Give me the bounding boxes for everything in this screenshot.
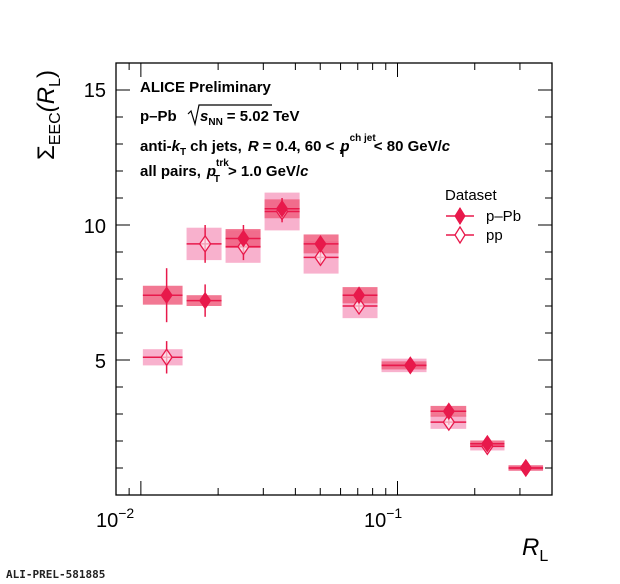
figure-id: ALI-PREL-581885 bbox=[6, 568, 106, 581]
marker-ppb bbox=[442, 402, 455, 421]
plot-frame bbox=[115, 62, 553, 496]
data-markers bbox=[160, 199, 533, 478]
y-tick-label-5: 5 bbox=[95, 351, 106, 373]
marker-ppb bbox=[352, 286, 366, 305]
x-tick-label-1e-1: 10−1 bbox=[364, 505, 402, 532]
legend-title: Dataset bbox=[445, 187, 498, 204]
marker-pp bbox=[442, 412, 456, 432]
y-tick-label-15: 15 bbox=[84, 80, 106, 102]
annotation-track-cut: all pairs, ptrk T > 1.0 GeV/c bbox=[140, 158, 309, 185]
marker-pp bbox=[314, 248, 327, 267]
x-axis-label: RL bbox=[522, 534, 548, 565]
annotation-alice-preliminary: ALICE Preliminary bbox=[140, 79, 272, 96]
legend-marker-ppb bbox=[454, 207, 466, 225]
legend-label-ppb: p–Pb bbox=[486, 208, 521, 225]
legend: Dataset p–Pb pp bbox=[445, 187, 521, 245]
marker-ppb bbox=[275, 199, 289, 218]
legend-label-pp: pp bbox=[486, 227, 503, 244]
svg-text:p–Pb: p–Pb bbox=[140, 108, 177, 125]
axis-ticks bbox=[116, 63, 552, 495]
marker-ppb bbox=[199, 291, 212, 310]
y-axis-label: ΣEEC(RL) bbox=[33, 70, 64, 160]
marker-ppb bbox=[481, 434, 494, 453]
x-tick-label-1e-2: 10−2 bbox=[96, 505, 134, 532]
legend-marker-pp bbox=[454, 225, 466, 245]
svg-text:sNN= 5.02 TeV: sNN = 5.02 TeV bbox=[200, 108, 299, 128]
marker-ppb bbox=[237, 229, 250, 248]
marker-ppb bbox=[519, 459, 532, 477]
marker-pp bbox=[352, 296, 366, 316]
legend-item-pp: pp bbox=[446, 225, 503, 245]
systematic-boxes bbox=[142, 192, 544, 471]
marker-ppb bbox=[160, 286, 173, 305]
y-tick-label-10: 10 bbox=[84, 216, 106, 238]
marker-ppb bbox=[314, 235, 327, 253]
marker-pp bbox=[160, 348, 173, 367]
legend-item-ppb: p–Pb bbox=[446, 207, 521, 225]
marker-ppb bbox=[404, 356, 417, 375]
annotation-collision-energy: p–Pb sNN = 5.02 TeV bbox=[140, 104, 299, 128]
marker-pp bbox=[198, 234, 212, 254]
annotation-jet-selection: anti-kT ch jets, R = 0.4, 60 < pch jet T < 80 … bbox=[140, 133, 451, 160]
